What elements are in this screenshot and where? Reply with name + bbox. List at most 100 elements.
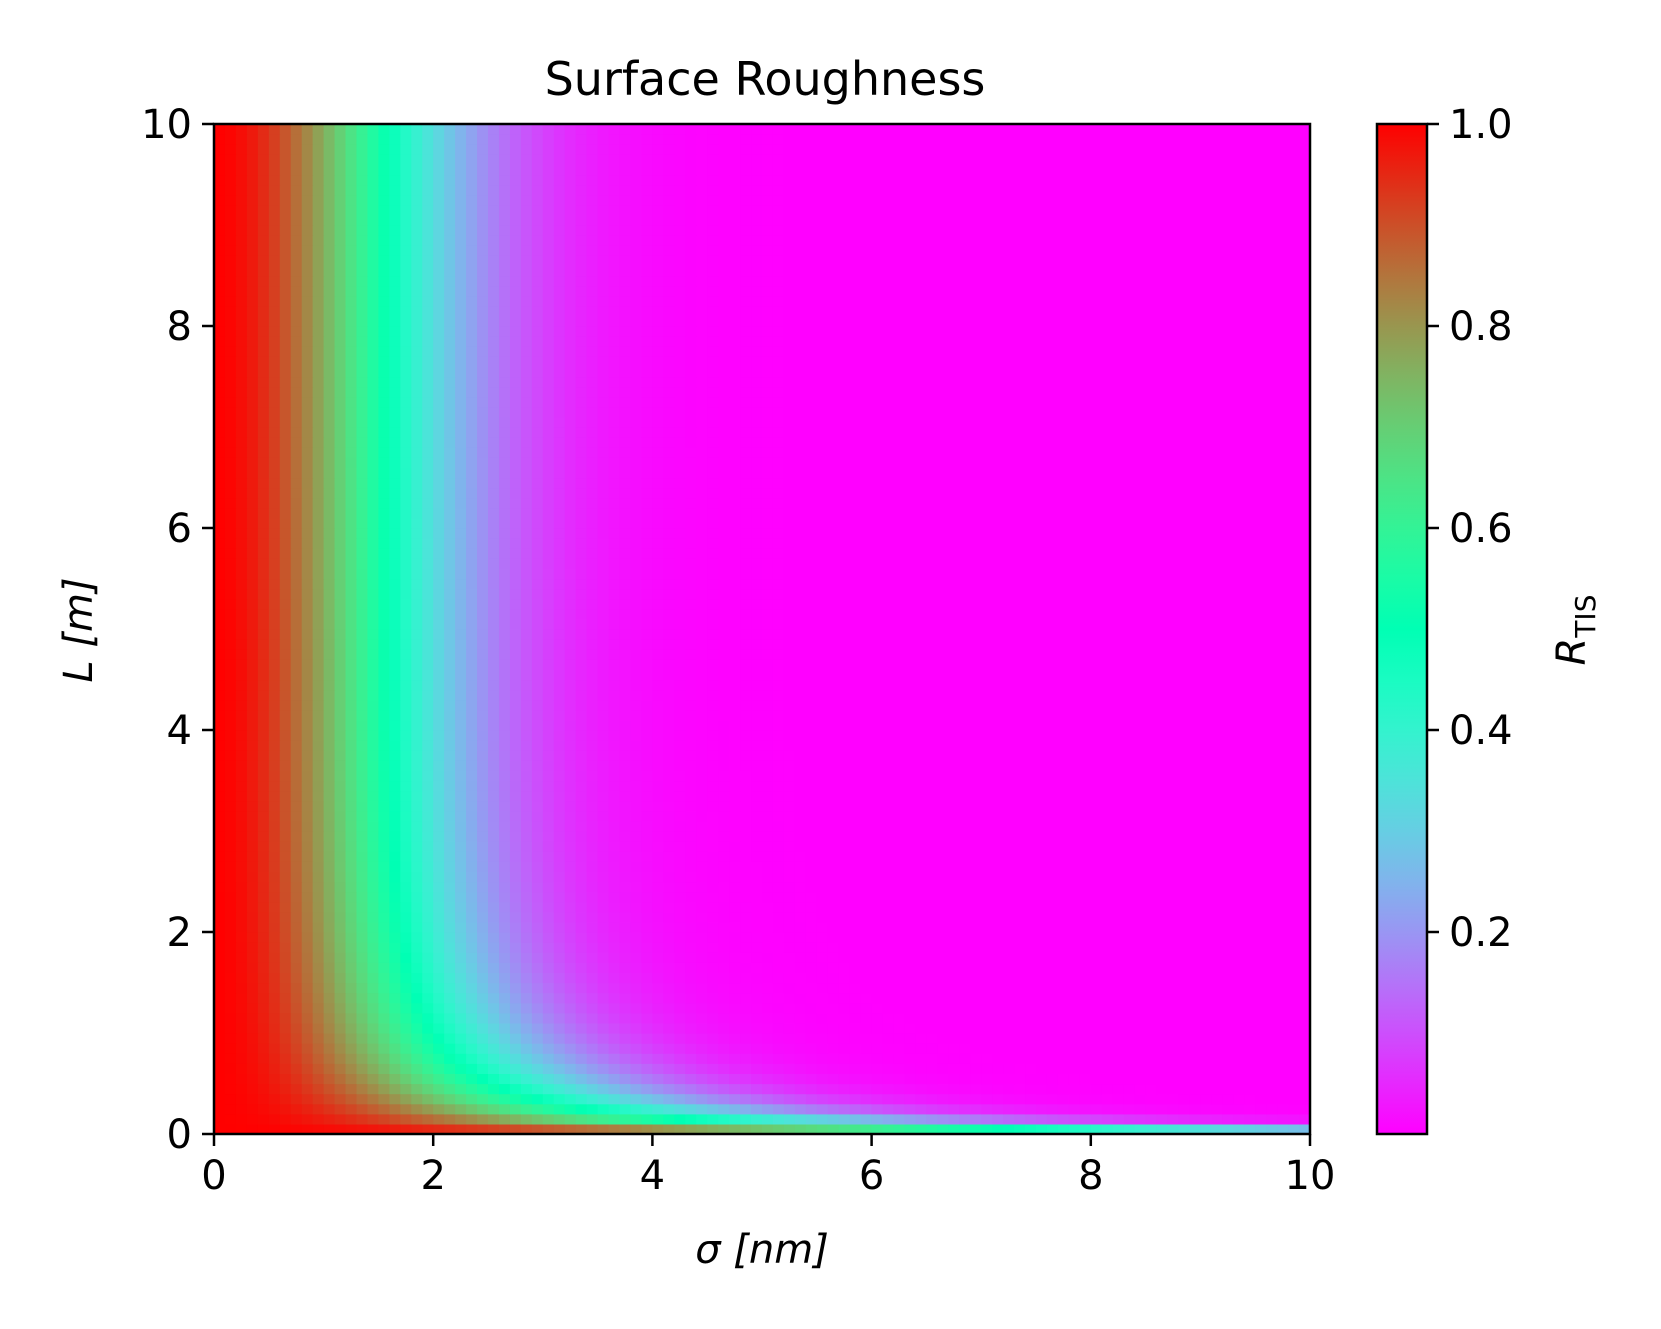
heatmap-cell xyxy=(1178,1103,1191,1115)
heatmap-cell xyxy=(477,1053,489,1064)
heatmap-cell xyxy=(619,740,632,751)
heatmap-cell xyxy=(597,790,610,802)
heatmap-cell xyxy=(871,1113,884,1125)
heatmap-cell xyxy=(235,1113,248,1125)
heatmap-cell xyxy=(367,780,379,792)
heatmap-cell xyxy=(268,1012,281,1024)
heatmap-cell xyxy=(685,992,697,1004)
heatmap-cell xyxy=(542,861,555,872)
heatmap-cell xyxy=(356,1002,369,1014)
heatmap-cell xyxy=(1145,861,1158,872)
heatmap-cell xyxy=(1222,790,1234,802)
heatmap-cell xyxy=(959,932,971,943)
heatmap-cell xyxy=(652,861,664,872)
heatmap-cell xyxy=(323,1063,336,1074)
heatmap-cell xyxy=(422,1053,434,1064)
heatmap-cell xyxy=(509,770,522,782)
heatmap-cell xyxy=(290,810,303,822)
heatmap-cell xyxy=(477,639,489,650)
heatmap-cell xyxy=(948,1063,960,1074)
heatmap-cell xyxy=(882,851,895,862)
heatmap-cell xyxy=(893,1093,906,1105)
heatmap-cell xyxy=(597,942,610,953)
heatmap-cell xyxy=(904,1033,917,1044)
heatmap-cell xyxy=(224,750,237,761)
heatmap-cell xyxy=(246,649,259,660)
heatmap-cell xyxy=(981,810,993,822)
heatmap-cell xyxy=(246,1073,259,1085)
heatmap-cell xyxy=(663,810,675,822)
heatmap-cell xyxy=(860,1103,873,1115)
heatmap-cell xyxy=(762,780,774,792)
heatmap-cell xyxy=(915,871,927,883)
heatmap-cell xyxy=(630,629,643,640)
heatmap-cell xyxy=(816,740,829,751)
heatmap-cell xyxy=(367,1073,379,1085)
heatmap-cell xyxy=(509,750,522,761)
heatmap-cell xyxy=(959,891,971,903)
heatmap-cell xyxy=(1189,841,1201,852)
heatmap-cell xyxy=(794,1123,807,1135)
heatmap-cell xyxy=(1134,1123,1147,1135)
heatmap-cell xyxy=(707,679,719,691)
heatmap-cell xyxy=(323,699,336,711)
heatmap-cell xyxy=(981,851,993,862)
heatmap-cell xyxy=(1178,689,1191,701)
heatmap-cell xyxy=(1090,861,1103,872)
heatmap-cell xyxy=(805,629,818,640)
heatmap-cell xyxy=(696,861,708,872)
heatmap-cell xyxy=(783,982,796,994)
heatmap-cell xyxy=(301,1093,314,1105)
heatmap-cell xyxy=(214,649,226,660)
heatmap-cell xyxy=(1068,800,1081,812)
heatmap-cell xyxy=(630,841,643,852)
heatmap-cell xyxy=(619,1073,632,1085)
heatmap-cell xyxy=(1112,1053,1125,1064)
heatmap-cell xyxy=(509,911,522,923)
heatmap-cell xyxy=(641,1043,653,1054)
heatmap-cell xyxy=(652,972,664,984)
heatmap-cell xyxy=(772,841,785,852)
heatmap-cell xyxy=(586,831,599,842)
heatmap-cell xyxy=(838,831,851,842)
heatmap-cell xyxy=(586,1012,599,1024)
heatmap-cell xyxy=(1211,932,1223,943)
heatmap-cell xyxy=(685,760,697,771)
heatmap-cell xyxy=(882,1002,895,1014)
heatmap-cell xyxy=(970,669,982,681)
heatmap-cell xyxy=(542,1083,555,1095)
heatmap-cell xyxy=(707,921,719,933)
heatmap-cell xyxy=(1101,1002,1114,1014)
heatmap-cell xyxy=(1167,952,1180,963)
heatmap-cell xyxy=(619,831,632,842)
heatmap-cell xyxy=(740,831,752,842)
heatmap-cell xyxy=(246,1043,259,1054)
heatmap-cell xyxy=(630,1002,643,1014)
heatmap-cell xyxy=(455,982,467,994)
heatmap-cell xyxy=(1025,679,1037,691)
heatmap-cell xyxy=(268,1043,281,1054)
heatmap-cell xyxy=(718,639,730,650)
heatmap-cell xyxy=(1189,810,1201,822)
heatmap-cell xyxy=(488,831,500,842)
heatmap-cell xyxy=(740,921,752,933)
heatmap-cell xyxy=(937,649,949,660)
heatmap-cell xyxy=(663,750,675,761)
heatmap-cell xyxy=(1277,719,1289,731)
heatmap-cell xyxy=(389,760,401,771)
heatmap-cell xyxy=(224,952,237,963)
heatmap-cell xyxy=(1003,659,1015,670)
heatmap-cell xyxy=(1244,972,1256,984)
heatmap-cell xyxy=(926,1022,938,1034)
heatmap-cell xyxy=(893,1073,906,1085)
heatmap-cell xyxy=(477,881,489,893)
heatmap-cell xyxy=(323,1053,336,1064)
heatmap-cell xyxy=(838,982,851,994)
heatmap-cell xyxy=(1090,629,1103,640)
heatmap-cell xyxy=(871,972,884,984)
heatmap-cell xyxy=(1112,1033,1125,1044)
heatmap-cell xyxy=(1025,841,1037,852)
heatmap-cell xyxy=(575,831,588,842)
heatmap-cell xyxy=(279,1002,292,1014)
heatmap-cell xyxy=(1046,911,1059,923)
